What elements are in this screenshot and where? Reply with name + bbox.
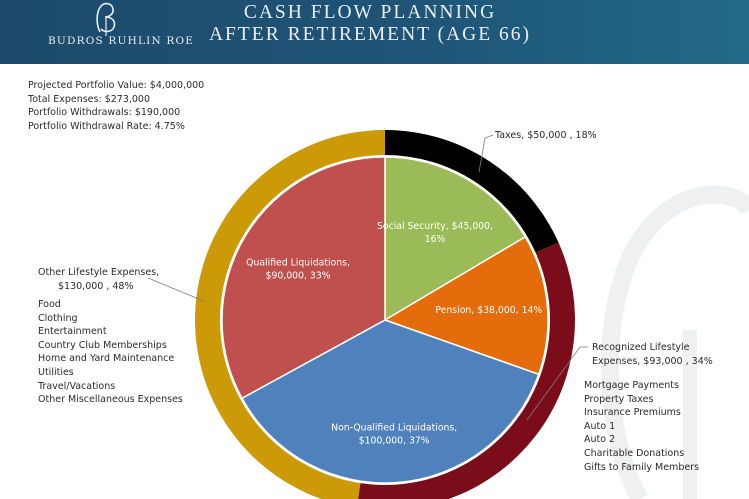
- recognized-lifestyle-callout: Recognized Lifestyle Expenses, $93,000 ,…: [592, 341, 713, 368]
- recognized-callout-line2: Expenses, $93,000 , 34%: [592, 355, 713, 367]
- list-item: Gifts to Family Members: [584, 461, 700, 473]
- ring-segment-recognized-lifestyle-expenses: [358, 242, 575, 499]
- slice-label-line1: Non-Qualified Liquidations,: [331, 423, 457, 434]
- expenses-ring: [195, 130, 575, 499]
- list-item: Food: [38, 299, 61, 310]
- other-leader-line: [147, 277, 207, 303]
- recognized-lifestyle-list: Mortgage Payments Property Taxes Insuran…: [584, 379, 699, 474]
- ring-segment-other-lifestyle-expenses: [195, 130, 385, 499]
- pie-slice-pension: [384, 236, 549, 376]
- other-lifestyle-callout-line2: $130,000 , 48%: [58, 280, 134, 292]
- list-item: Travel/Vacations: [38, 380, 116, 392]
- slice-label-qualified-liquidations: Qualified Liquidations, $90,000, 33%: [246, 257, 350, 281]
- slice-label-line2: 16%: [425, 234, 446, 245]
- slice-label-line1: Pension, $38,000, 14%: [435, 305, 542, 316]
- pie-slice-non-qualified-liquidations: [241, 319, 540, 484]
- summary-line: Total Expenses: $273,000: [28, 93, 151, 105]
- list-item: Other Miscellaneous Expenses: [38, 394, 183, 406]
- slice-label-line2: $100,000, 37%: [359, 436, 430, 447]
- slice-label-line1: Social Security, $45,000,: [377, 221, 493, 232]
- summary-line: Portfolio Withdrawals: $190,000: [28, 107, 181, 119]
- header-banner: BUDROS RUHLIN ROE CASH FLOW PLANNING AFT…: [0, 0, 749, 64]
- leader-lines: [147, 134, 588, 421]
- list-item: Clothing: [38, 312, 78, 324]
- slice-label-non-qualified-liquidations: Non-Qualified Liquidations, $100,000, 37%: [331, 423, 457, 447]
- brand-name: BUDROS RUHLIN ROE: [48, 35, 195, 47]
- list-item: Insurance Premiums: [584, 407, 681, 419]
- slice-label-pension: Pension, $38,000, 14%: [435, 305, 542, 316]
- portfolio-summary: Projected Portfolio Value: $4,000,000 To…: [28, 79, 204, 133]
- taxes-callout: Taxes, $50,000 , 18%: [495, 130, 597, 141]
- summary-line: Projected Portfolio Value: $4,000,000: [28, 80, 205, 91]
- page-title-line1: CASH FLOW PLANNING: [243, 2, 497, 23]
- list-item: Auto 1: [584, 420, 616, 432]
- pie-slice-qualified-liquidations: [221, 156, 386, 399]
- ring-segment-taxes: [385, 130, 559, 253]
- pie-slice-social-security: [384, 156, 526, 321]
- list-item: Home and Yard Maintenance: [38, 353, 175, 365]
- list-item: Utilities: [38, 366, 74, 378]
- recognized-leader-line: [526, 346, 588, 421]
- recognized-callout-line1: Recognized Lifestyle: [592, 342, 690, 353]
- other-lifestyle-callout-line1: Other Lifestyle Expenses,: [38, 267, 160, 278]
- page-title-line2: AFTER RETIREMENT (AGE 66): [208, 24, 532, 45]
- other-lifestyle-callout: Other Lifestyle Expenses, $130,000 , 48%: [38, 266, 159, 293]
- list-item: Charitable Donations: [584, 447, 685, 459]
- slice-label-line1: Qualified Liquidations,: [246, 257, 350, 268]
- list-item: Country Club Memberships: [38, 339, 167, 351]
- other-lifestyle-list: Food Clothing Entertainment Country Club…: [38, 298, 183, 407]
- slice-label-social-security: Social Security, $45,000, 16%: [377, 221, 493, 245]
- list-item: Auto 2: [584, 434, 616, 446]
- income-pie: [221, 156, 549, 484]
- summary-line: Portfolio Withdrawal Rate: 4.75%: [28, 120, 185, 132]
- list-item: Mortgage Payments: [584, 380, 679, 391]
- logo-icon: [96, 2, 116, 36]
- list-item: Entertainment: [38, 326, 107, 338]
- taxes-leader-line: [478, 134, 494, 173]
- slice-label-line2: $90,000, 33%: [266, 270, 331, 281]
- slice-labels: Social Security, $45,000, 16% Pension, $38…: [246, 221, 542, 447]
- list-item: Property Taxes: [584, 393, 654, 405]
